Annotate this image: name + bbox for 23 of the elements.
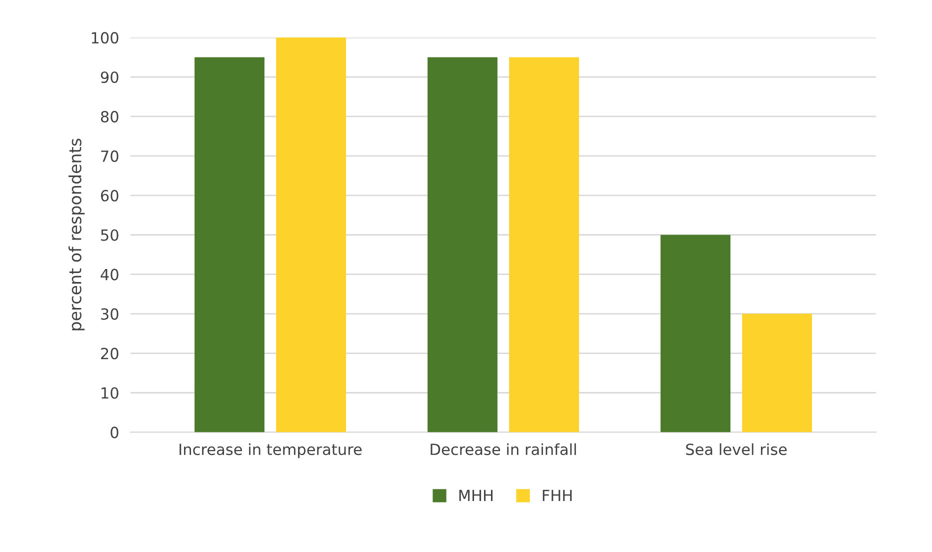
bar (428, 57, 498, 432)
y-tick-label: 20 (101, 348, 118, 360)
legend-label: MHH (459, 490, 493, 501)
y-tick-label: 40 (100, 268, 118, 280)
y-tick-label: 60 (100, 190, 118, 202)
bar (509, 57, 580, 432)
y-tick-label: 50 (101, 229, 118, 241)
x-tick-label: Sea level rise (686, 443, 787, 456)
bar (194, 57, 264, 432)
bar (660, 234, 730, 432)
y-tick-label: 0 (110, 426, 118, 438)
y-tick-label: 10 (102, 387, 118, 399)
y-axis-title: percent of respondents (68, 138, 85, 330)
x-tick-label: Increase in temperature (180, 443, 362, 458)
y-tick-label: 100 (92, 32, 118, 44)
x-tick-label: Decrease in rainfall (430, 443, 576, 456)
y-tick-label: 70 (101, 150, 118, 162)
y-tick-label: 30 (101, 308, 118, 320)
bar (276, 38, 346, 432)
y-tick-label: 90 (100, 71, 118, 84)
legend-label: FHH (542, 490, 572, 501)
y-tick-label: 80 (100, 110, 118, 122)
bar (742, 314, 812, 432)
